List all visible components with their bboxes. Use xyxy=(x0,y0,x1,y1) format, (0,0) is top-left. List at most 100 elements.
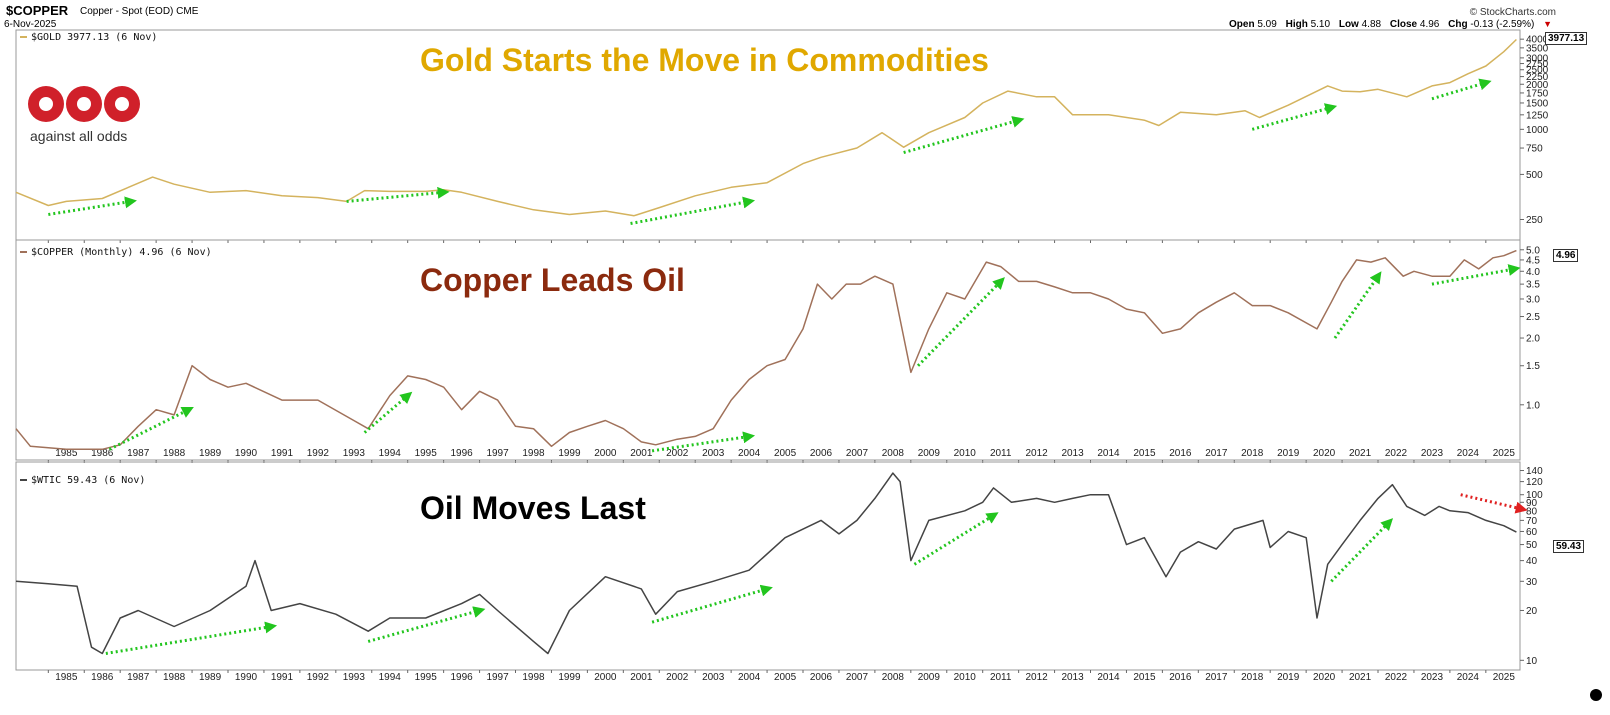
copper-price-tag: 4.96 xyxy=(1553,249,1579,262)
oil-xtick-label: 2002 xyxy=(666,672,689,683)
copper-xtick-label: 2009 xyxy=(918,448,941,459)
oil-xtick-label: 2018 xyxy=(1241,672,1264,683)
copper-xtick-label: 2022 xyxy=(1385,448,1408,459)
oil-xtick-label: 2017 xyxy=(1205,672,1228,683)
oil-xtick-label: 1993 xyxy=(343,672,366,683)
oil-xtick-label: 2024 xyxy=(1457,672,1480,683)
oil-xtick-label: 2025 xyxy=(1493,672,1516,683)
gold-legend: $GOLD 3977.13 (6 Nov) xyxy=(20,32,157,43)
copper-ytick-label: 2.0 xyxy=(1526,334,1540,345)
oil-ytick-label: 50 xyxy=(1526,540,1538,551)
oil-ytick-label: 20 xyxy=(1526,606,1538,617)
copper-xtick-label: 2007 xyxy=(846,448,869,459)
gold-ytick-label: 500 xyxy=(1526,170,1543,181)
oil-annotation: Oil Moves Last xyxy=(420,490,646,526)
oil-xtick-label: 2023 xyxy=(1421,672,1444,683)
copper-xtick-label: 1990 xyxy=(235,448,258,459)
copper-xtick-label: 1992 xyxy=(307,448,330,459)
trend-arrow-green xyxy=(1431,78,1492,101)
chg-label: Chg xyxy=(1448,19,1468,30)
oil-xtick-label: 1989 xyxy=(199,672,222,683)
open-value: 5.09 xyxy=(1257,19,1277,30)
gold-ytick-label: 1000 xyxy=(1526,125,1549,136)
oil-ytick-label: 10 xyxy=(1526,656,1538,667)
copper-xtick-label: 2025 xyxy=(1493,448,1516,459)
copper-ytick-label: 1.5 xyxy=(1526,361,1540,372)
oil-xtick-label: 2010 xyxy=(954,672,977,683)
oil-legend: $WTIC 59.43 (6 Nov) xyxy=(20,475,145,486)
oil-ytick-label: 60 xyxy=(1526,527,1538,538)
copper-xtick-label: 1993 xyxy=(343,448,366,459)
trend-arrow-green xyxy=(48,196,137,216)
copper-xtick-label: 2012 xyxy=(1026,448,1049,459)
copper-ytick-label: 1.0 xyxy=(1526,400,1540,411)
high-label: High xyxy=(1285,19,1308,30)
trend-arrow-green xyxy=(1330,518,1394,583)
copper-xtick-label: 2019 xyxy=(1277,448,1300,459)
copper-xtick-label: 2010 xyxy=(954,448,977,459)
gold-ytick-label: 750 xyxy=(1526,144,1543,155)
oil-xtick-label: 2020 xyxy=(1313,672,1336,683)
gold-price-tag: 3977.13 xyxy=(1545,32,1588,45)
oil-ytick-label: 120 xyxy=(1526,477,1543,488)
copper-xtick-label: 2001 xyxy=(630,448,653,459)
copper-xtick-label: 2008 xyxy=(882,448,905,459)
gold-ytick-label: 2000 xyxy=(1526,80,1549,91)
copper-legend-text: $COPPER (Monthly) 4.96 (6 Nov) xyxy=(31,247,212,258)
oil-xtick-label: 2005 xyxy=(774,672,797,683)
oil-xtick-label: 1992 xyxy=(307,672,330,683)
gold-ytick-label: 1750 xyxy=(1526,88,1549,99)
oil-xtick-label: 1999 xyxy=(558,672,581,683)
copper-xtick-label: 2003 xyxy=(702,448,725,459)
oil-ytick-label: 90 xyxy=(1526,498,1538,509)
oil-xtick-label: 2009 xyxy=(918,672,941,683)
copper-xtick-label: 1999 xyxy=(558,448,581,459)
copper-ytick-label: 4.0 xyxy=(1526,267,1540,278)
close-value: 4.96 xyxy=(1419,19,1440,30)
gold-ytick-label: 3000 xyxy=(1526,53,1549,64)
chart-name: Copper - Spot (EOD) CME xyxy=(80,6,198,17)
gold-swatch xyxy=(20,36,27,38)
gold-ytick-label: 1250 xyxy=(1526,110,1549,121)
down-arrow-icon: ▼ xyxy=(1543,19,1552,29)
oil-xtick-label: 2006 xyxy=(810,672,833,683)
gold-ytick-label: 250 xyxy=(1526,215,1543,226)
oil-xtick-label: 1986 xyxy=(91,672,114,683)
copper-swatch xyxy=(20,251,27,253)
copper-legend: $COPPER (Monthly) 4.96 (6 Nov) xyxy=(20,247,212,258)
gold-annotation: Gold Starts the Move in Commodities xyxy=(420,42,989,78)
chg-value: -0.13 (-2.59%) xyxy=(1470,19,1535,30)
copper-ytick-label: 5.0 xyxy=(1526,245,1540,256)
copper-xtick-label: 1996 xyxy=(451,448,474,459)
ohlc-readout: Open 5.09 High 5.10 Low 4.88 Close 4.96 … xyxy=(1229,19,1552,30)
copper-ytick-label: 2.5 xyxy=(1526,312,1540,323)
trend-arrow-green xyxy=(630,196,756,225)
high-value: 5.10 xyxy=(1310,19,1331,30)
oil-xtick-label: 1998 xyxy=(522,672,545,683)
oil-xtick-label: 2022 xyxy=(1385,672,1408,683)
oil-swatch xyxy=(20,479,27,481)
copper-xtick-label: 2002 xyxy=(666,448,689,459)
oil-legend-text: $WTIC 59.43 (6 Nov) xyxy=(31,475,146,486)
gold-series-line xyxy=(15,38,1517,217)
oil-ytick-label: 100 xyxy=(1526,490,1543,501)
copper-xtick-label: 2005 xyxy=(774,448,797,459)
oil-xtick-label: 1985 xyxy=(55,672,78,683)
instrument-name: Copper - Spot (EOD) xyxy=(80,6,174,17)
trend-arrow-green xyxy=(367,606,486,643)
copper-xtick-label: 2016 xyxy=(1169,448,1192,459)
open-label: Open xyxy=(1229,19,1255,30)
oil-ytick-label: 80 xyxy=(1526,506,1538,517)
oil-xtick-label: 1990 xyxy=(235,672,258,683)
oil-xtick-label: 1987 xyxy=(127,672,150,683)
copper-xtick-label: 1997 xyxy=(486,448,509,459)
copper-xtick-label: 2018 xyxy=(1241,448,1264,459)
chart-date: 6-Nov-2025 xyxy=(4,19,57,30)
copper-xtick-label: 1986 xyxy=(91,448,114,459)
oil-series-line xyxy=(15,472,1517,655)
low-label: Low xyxy=(1338,19,1359,30)
oil-xtick-label: 1996 xyxy=(451,672,474,683)
copper-xtick-label: 1988 xyxy=(163,448,186,459)
oil-xtick-label: 2016 xyxy=(1169,672,1192,683)
